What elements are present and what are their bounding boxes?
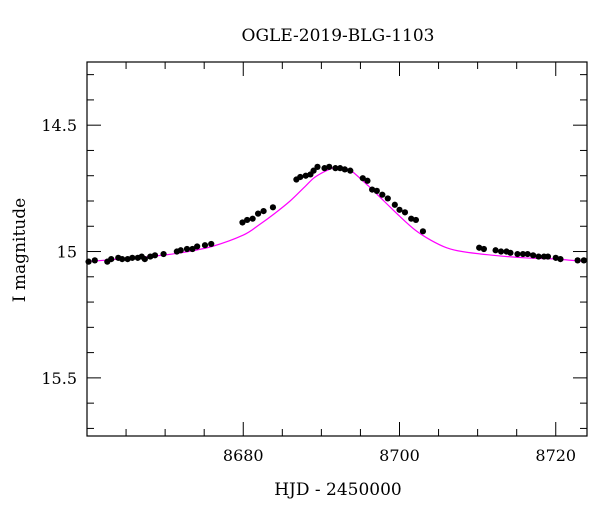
x-tick-label: 8680 [223,446,264,465]
plot-frame [86,61,588,437]
y-tick-label: 15 [57,243,77,262]
x-axis-label: HJD - 2450000 [274,480,402,500]
data-point [379,191,386,198]
data-point [557,256,564,263]
y-tick-label: 15.5 [41,369,77,388]
data-point [297,173,304,181]
data-point [108,256,115,263]
data-point [401,209,409,216]
data-point [321,165,328,172]
y-tick-label: 14.5 [41,116,77,135]
data-point [408,215,415,222]
data-point [310,167,317,174]
data-point [524,250,531,258]
data-point [492,247,499,254]
data-point [91,257,98,264]
x-tick-label: 8700 [379,446,420,465]
data-point [314,163,321,170]
data-point [384,195,391,202]
data-point [151,252,159,259]
data-point [476,244,483,251]
data-point [269,204,277,211]
data-point [129,254,136,261]
data-point [391,201,398,208]
data-point [507,249,514,256]
data-point [529,252,537,259]
data-point [552,254,559,261]
data-point [337,165,344,172]
data-point [177,247,184,254]
data-point [514,250,521,258]
data-point [302,172,309,179]
data-point [201,242,209,249]
data-point [260,207,267,215]
model-curve [86,166,588,263]
data-point [119,256,126,263]
data-point [332,165,339,172]
data-point [535,253,542,260]
data-point [574,257,581,264]
data-point [254,210,262,217]
data-point [480,245,487,253]
data-point [412,216,420,224]
data-point [85,258,92,265]
data-point [341,166,348,173]
y-axis-label: I magnitude [10,198,30,302]
data-point [419,228,427,235]
data-point [194,243,201,250]
plot-area [85,163,588,265]
data-point [147,253,154,260]
data-point [373,187,380,194]
data-point [369,186,376,193]
chart-title: OGLE-2019-BLG-1103 [242,26,435,46]
axis-tick-labels: 8680 8700 8720 14.5 15 15.5 [41,116,576,465]
data-point [141,256,148,263]
data-point [497,248,505,255]
data-point [208,240,215,248]
data-point [326,163,333,170]
data-point [160,250,167,258]
data-point [544,253,552,260]
x-tick-label: 8720 [535,446,576,465]
data-point [239,219,246,226]
data-point [396,206,403,213]
axis-ticks [86,62,587,436]
data-point [364,177,371,184]
data-point [347,167,354,174]
data-point [249,215,256,222]
data-point [580,257,587,264]
data-point [359,175,366,182]
data-point [124,256,131,263]
data-point [519,250,527,258]
data-point [244,216,251,224]
data-point [183,245,191,253]
data-point [189,245,196,253]
